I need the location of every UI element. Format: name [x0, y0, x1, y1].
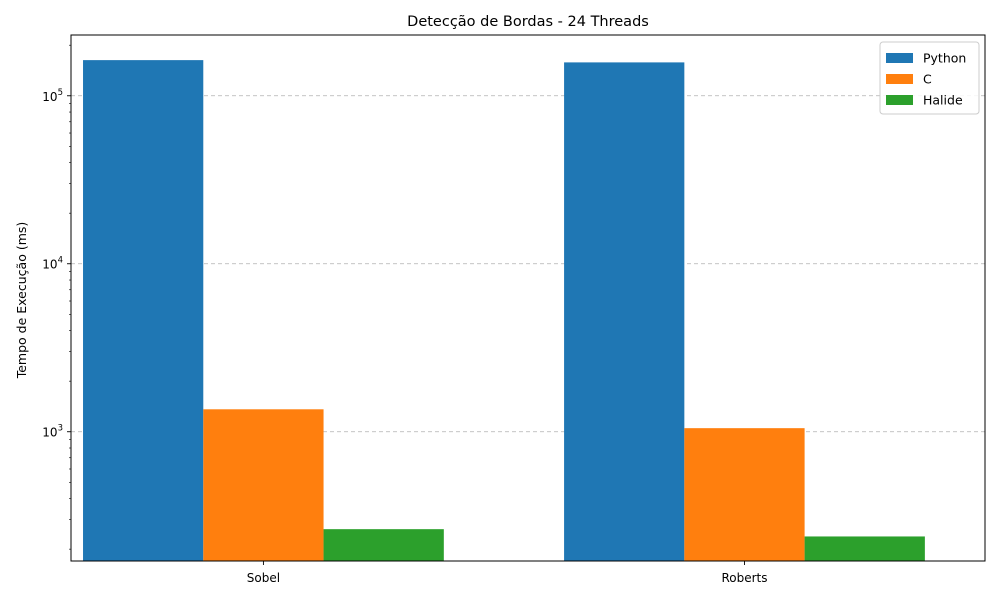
legend-swatch-halide — [886, 95, 913, 105]
legend-swatch-c — [886, 74, 913, 84]
bars — [83, 60, 925, 561]
y-tick-base: 10 — [42, 426, 57, 440]
y-tick-label: 103 — [42, 424, 63, 440]
y-tick-label: 105 — [42, 88, 63, 104]
legend-label-halide: Halide — [923, 93, 963, 108]
y-tick-base: 10 — [42, 90, 57, 104]
legend-swatch-python — [886, 53, 913, 63]
y-tick-label: 104 — [42, 256, 63, 272]
y-tick-exponent: 4 — [58, 256, 63, 266]
legend-label-python: Python — [923, 51, 966, 66]
legend: Python C Halide — [879, 41, 980, 115]
chart-title: Detecção de Bordas - 24 Threads — [407, 14, 649, 30]
bar-c-roberts — [684, 428, 805, 561]
y-tick-base: 10 — [42, 258, 57, 272]
bar-halide-roberts — [804, 536, 925, 561]
bar-c-sobel — [203, 409, 324, 561]
x-tick-label: Sobel — [247, 571, 280, 585]
bar-python-roberts — [564, 62, 685, 561]
plot-frame — [70, 34, 986, 562]
legend-label-c: C — [923, 72, 932, 87]
grid-lines — [71, 95, 985, 433]
x-tick-label: Roberts — [721, 571, 767, 585]
y-axis-label: Tempo de Execução (ms) — [14, 222, 29, 380]
bar-python-sobel — [83, 60, 204, 561]
bar-halide-sobel — [323, 529, 444, 561]
axes — [70, 34, 986, 562]
y-tick-exponent: 5 — [58, 88, 63, 98]
y-tick-exponent: 3 — [58, 424, 63, 434]
